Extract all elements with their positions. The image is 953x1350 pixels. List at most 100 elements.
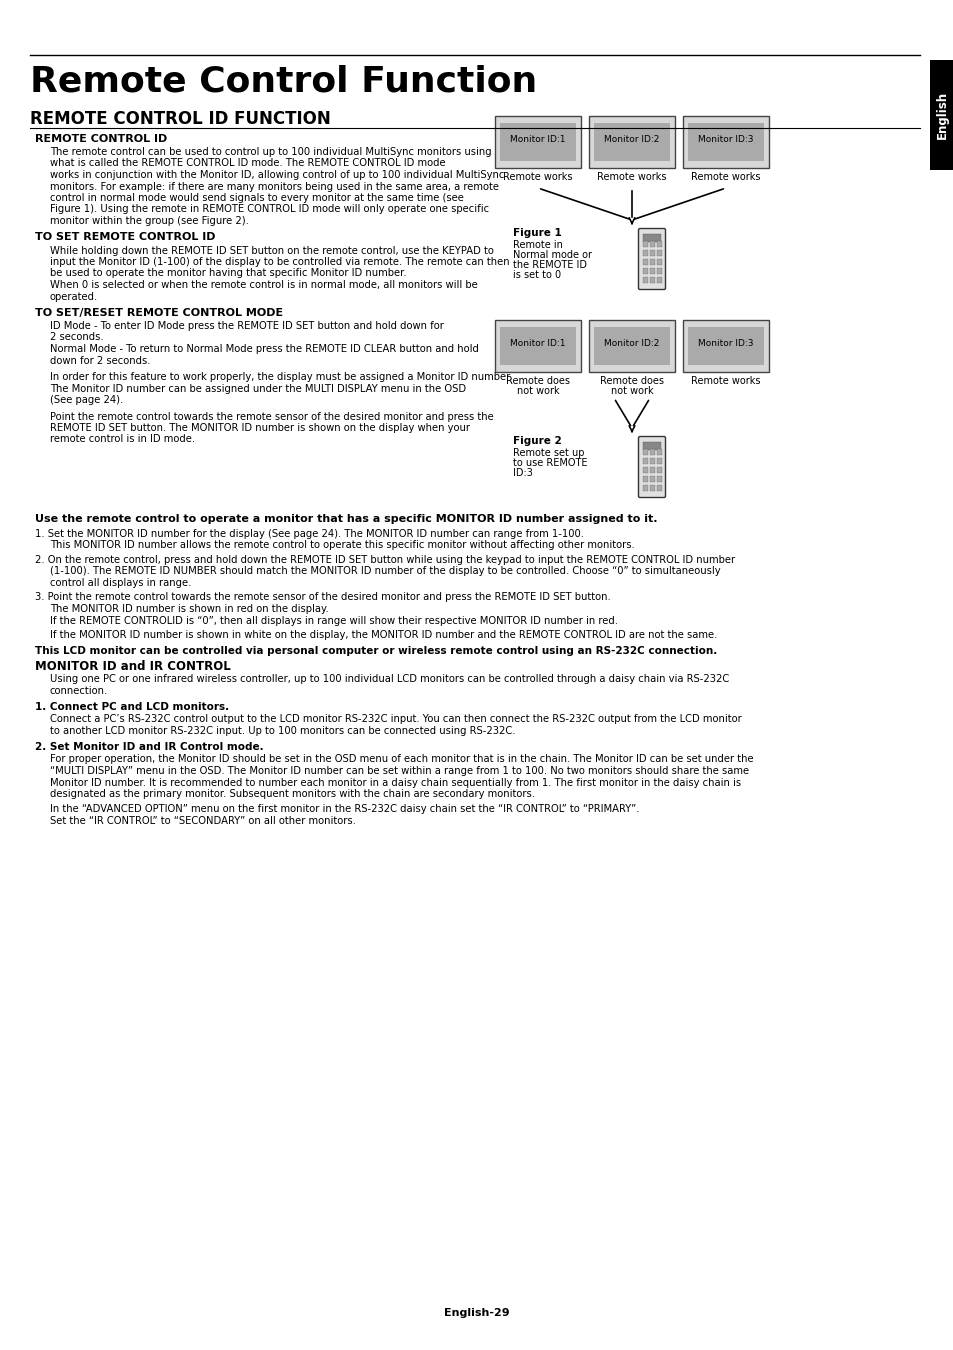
FancyBboxPatch shape — [588, 116, 675, 167]
Text: “MULTI DISPLAY” menu in the OSD. The Monitor ID number can be set within a range: “MULTI DISPLAY” menu in the OSD. The Mon… — [50, 765, 748, 776]
Text: (1-100). The REMOTE ID NUMBER should match the MONITOR ID number of the display : (1-100). The REMOTE ID NUMBER should mat… — [50, 567, 720, 576]
Bar — [657, 259, 661, 265]
Text: In the “ADVANCED OPTION” menu on the first monitor in the RS-232C daisy chain se: In the “ADVANCED OPTION” menu on the fir… — [50, 805, 639, 814]
Bar — [642, 450, 647, 455]
Text: Remote does: Remote does — [505, 377, 569, 386]
FancyBboxPatch shape — [495, 320, 580, 373]
Text: control in normal mode would send signals to every monitor at the same time (see: control in normal mode would send signal… — [50, 193, 463, 202]
Text: remote control is in ID mode.: remote control is in ID mode. — [50, 435, 195, 444]
Text: Monitor ID:1: Monitor ID:1 — [510, 339, 565, 348]
Text: Remote in: Remote in — [513, 240, 562, 250]
Text: Remote works: Remote works — [691, 377, 760, 386]
FancyBboxPatch shape — [687, 327, 763, 364]
Text: Monitor ID number. It is recommended to number each monitor in a daisy chain seq: Monitor ID number. It is recommended to … — [50, 778, 740, 787]
Text: ID Mode - To enter ID Mode press the REMOTE ID SET button and hold down for: ID Mode - To enter ID Mode press the REM… — [50, 321, 443, 331]
FancyBboxPatch shape — [682, 116, 768, 167]
Text: designated as the primary monitor. Subsequent monitors with the chain are second: designated as the primary monitor. Subse… — [50, 788, 535, 799]
Text: Monitor ID:2: Monitor ID:2 — [603, 339, 659, 348]
Bar — [642, 234, 660, 242]
Text: 3. Point the remote control towards the remote sensor of the desired monitor and: 3. Point the remote control towards the … — [35, 593, 610, 602]
Text: control all displays in range.: control all displays in range. — [50, 578, 192, 589]
Text: The Monitor ID number can be assigned under the MULTI DISPLAY menu in the OSD: The Monitor ID number can be assigned un… — [50, 383, 466, 393]
Text: REMOTE CONTROL ID FUNCTION: REMOTE CONTROL ID FUNCTION — [30, 109, 331, 128]
Bar — [642, 441, 660, 450]
Text: not work: not work — [610, 386, 653, 396]
Bar — [642, 467, 647, 472]
Text: works in conjunction with the Monitor ID, allowing control of up to 100 individu: works in conjunction with the Monitor ID… — [50, 170, 504, 180]
Text: While holding down the REMOTE ID SET button on the remote control, use the KEYPA: While holding down the REMOTE ID SET but… — [50, 246, 494, 255]
Text: 1. Set the MONITOR ID number for the display (See page 24). The MONITOR ID numbe: 1. Set the MONITOR ID number for the dis… — [35, 529, 583, 539]
Bar — [642, 485, 647, 491]
Text: Using one PC or one infrared wireless controller, up to 100 individual LCD monit: Using one PC or one infrared wireless co… — [50, 675, 728, 684]
Bar — [649, 485, 655, 491]
Text: If the MONITOR ID number is shown in white on the display, the MONITOR ID number: If the MONITOR ID number is shown in whi… — [50, 630, 717, 640]
Text: Figure 1). Using the remote in REMOTE CONTROL ID mode will only operate one spec: Figure 1). Using the remote in REMOTE CO… — [50, 204, 489, 215]
Text: In order for this feature to work properly, the display must be assigned a Monit: In order for this feature to work proper… — [50, 373, 512, 382]
Text: Remote Control Function: Remote Control Function — [30, 65, 537, 99]
Text: This LCD monitor can be controlled via personal computer or wireless remote cont: This LCD monitor can be controlled via p… — [35, 645, 717, 656]
Text: English: English — [935, 90, 947, 139]
Text: what is called the REMOTE CONTROL ID mode. The REMOTE CONTROL ID mode: what is called the REMOTE CONTROL ID mod… — [50, 158, 445, 169]
Text: Set the “IR CONTROL” to “SECONDARY” on all other monitors.: Set the “IR CONTROL” to “SECONDARY” on a… — [50, 815, 355, 826]
FancyBboxPatch shape — [499, 123, 576, 161]
FancyBboxPatch shape — [638, 228, 665, 289]
FancyBboxPatch shape — [588, 320, 675, 373]
Text: the REMOTE ID: the REMOTE ID — [513, 261, 586, 270]
Text: (See page 24).: (See page 24). — [50, 396, 123, 405]
Text: connection.: connection. — [50, 686, 108, 697]
Text: not work: not work — [517, 386, 558, 396]
Text: Monitor ID:3: Monitor ID:3 — [698, 339, 753, 348]
Text: is set to 0: is set to 0 — [513, 270, 560, 279]
Bar — [929, 59, 953, 170]
FancyBboxPatch shape — [495, 116, 580, 167]
Text: MONITOR ID and IR CONTROL: MONITOR ID and IR CONTROL — [35, 660, 231, 674]
Text: When 0 is selected or when the remote control is in normal mode, all monitors wi: When 0 is selected or when the remote co… — [50, 279, 477, 290]
Bar — [642, 259, 647, 265]
Text: 2. Set Monitor ID and IR Control mode.: 2. Set Monitor ID and IR Control mode. — [35, 741, 263, 752]
FancyBboxPatch shape — [638, 436, 665, 498]
Bar — [657, 277, 661, 284]
Text: Remote set up: Remote set up — [513, 448, 584, 458]
Text: Point the remote control towards the remote sensor of the desired monitor and pr: Point the remote control towards the rem… — [50, 412, 494, 421]
Text: Monitor ID:1: Monitor ID:1 — [510, 135, 565, 144]
Bar — [657, 467, 661, 472]
Bar — [642, 477, 647, 482]
FancyBboxPatch shape — [682, 320, 768, 373]
Bar — [642, 277, 647, 284]
Text: ID:3: ID:3 — [513, 468, 533, 478]
Text: Figure 2: Figure 2 — [513, 436, 561, 446]
FancyBboxPatch shape — [499, 327, 576, 364]
FancyBboxPatch shape — [594, 327, 669, 364]
Text: 2. On the remote control, press and hold down the REMOTE ID SET button while usi: 2. On the remote control, press and hold… — [35, 555, 735, 566]
Text: This MONITOR ID number allows the remote control to operate this specific monito: This MONITOR ID number allows the remote… — [50, 540, 634, 551]
Bar — [642, 250, 647, 256]
Text: Remote works: Remote works — [691, 171, 760, 182]
Text: Remote works: Remote works — [503, 171, 572, 182]
Text: input the Monitor ID (1-100) of the display to be controlled via remote. The rem: input the Monitor ID (1-100) of the disp… — [50, 256, 509, 267]
Text: monitors. For example: if there are many monitors being used in the same area, a: monitors. For example: if there are many… — [50, 181, 498, 192]
Text: 1. Connect PC and LCD monitors.: 1. Connect PC and LCD monitors. — [35, 702, 229, 711]
Bar — [657, 477, 661, 482]
Bar — [657, 450, 661, 455]
Bar — [657, 250, 661, 256]
Text: Monitor ID:2: Monitor ID:2 — [603, 135, 659, 144]
Bar — [649, 277, 655, 284]
Text: 2 seconds.: 2 seconds. — [50, 332, 104, 343]
Bar — [657, 458, 661, 464]
Text: Figure 1: Figure 1 — [513, 228, 561, 238]
Text: Remote works: Remote works — [597, 171, 666, 182]
Bar — [649, 242, 655, 247]
Bar — [642, 242, 647, 247]
Text: TO SET REMOTE CONTROL ID: TO SET REMOTE CONTROL ID — [35, 232, 215, 243]
Text: Connect a PC’s RS-232C control output to the LCD monitor RS-232C input. You can : Connect a PC’s RS-232C control output to… — [50, 714, 741, 725]
Text: TO SET/RESET REMOTE CONTROL MODE: TO SET/RESET REMOTE CONTROL MODE — [35, 308, 283, 319]
Text: Monitor ID:3: Monitor ID:3 — [698, 135, 753, 144]
Bar — [649, 269, 655, 274]
Bar — [657, 242, 661, 247]
Bar — [642, 269, 647, 274]
Bar — [642, 458, 647, 464]
Text: REMOTE ID SET button. The MONITOR ID number is shown on the display when your: REMOTE ID SET button. The MONITOR ID num… — [50, 423, 470, 433]
Text: Remote does: Remote does — [599, 377, 663, 386]
Bar — [649, 259, 655, 265]
Text: be used to operate the monitor having that specific Monitor ID number.: be used to operate the monitor having th… — [50, 269, 406, 278]
